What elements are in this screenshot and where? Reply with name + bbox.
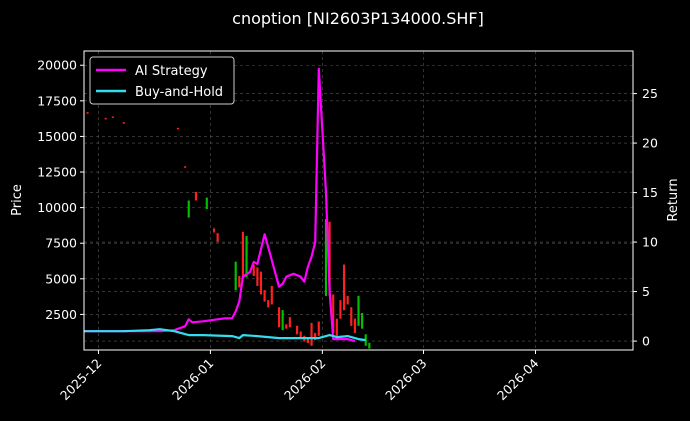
- candle-body: [335, 318, 338, 336]
- candle-body: [368, 342, 371, 349]
- candle-body: [342, 264, 346, 311]
- candle-body: [339, 300, 342, 319]
- legend-label-ai-strategy: AI Strategy: [135, 64, 208, 79]
- candle-body: [317, 321, 320, 336]
- candle-body: [281, 310, 284, 331]
- y-axis-right: 0 5 10 15 20 25: [633, 86, 658, 349]
- candle-body: [252, 264, 255, 276]
- chart-title: cnoption [NI2603P134000.SHF]: [232, 9, 484, 28]
- candle-body: [296, 325, 299, 335]
- candle-body: [288, 317, 291, 328]
- candle-body: [122, 122, 125, 124]
- candle-body: [212, 228, 216, 232]
- candle-body: [187, 200, 190, 218]
- y2-tick-label: 25: [642, 86, 658, 101]
- y2-tick-label: 20: [642, 136, 658, 151]
- candle-body: [285, 324, 288, 329]
- candle-body: [306, 338, 310, 343]
- candle-body: [310, 322, 313, 346]
- candle-body: [277, 307, 281, 328]
- candle-body: [184, 166, 187, 168]
- candle-body: [256, 267, 259, 286]
- candle-body: [234, 261, 237, 291]
- y2-tick-label: 0: [642, 334, 650, 349]
- candle-body: [205, 197, 208, 210]
- candle-body: [238, 275, 241, 288]
- candle-body: [194, 191, 198, 201]
- legend-label-buy-and-hold: Buy-and-Hold: [135, 85, 223, 100]
- candle-body: [216, 233, 219, 242]
- candle-body: [314, 332, 317, 341]
- y-tick-label: 15000: [37, 129, 77, 144]
- y-tick-label: 20000: [37, 58, 77, 73]
- y-tick-label: 12500: [37, 165, 77, 180]
- y2-tick-label: 5: [642, 284, 650, 299]
- y2-tick-label: 15: [642, 185, 658, 200]
- candle-body: [361, 312, 364, 329]
- legend: AI Strategy Buy-and-Hold: [89, 56, 235, 105]
- candle-body: [263, 290, 266, 302]
- candle-body: [346, 295, 349, 305]
- y-tick-label: 10000: [37, 200, 77, 215]
- y-tick-label: 7500: [45, 236, 77, 251]
- candles: [86, 59, 371, 349]
- candle-body: [324, 219, 328, 296]
- candle-body: [299, 331, 302, 339]
- candle-body: [267, 300, 270, 308]
- candle-body: [259, 271, 263, 295]
- candle-body: [245, 236, 248, 278]
- y-tick-label: 17500: [37, 93, 77, 108]
- y-tick-label: 2500: [45, 307, 77, 322]
- candle-body: [86, 112, 89, 114]
- series-lines: [84, 67, 366, 343]
- candle-body: [350, 307, 353, 326]
- candle-body: [111, 116, 114, 118]
- candle-body: [364, 334, 367, 346]
- candle-body: [104, 117, 107, 120]
- series-line-ai-strategy: [84, 67, 356, 343]
- y-axis-label: Price: [10, 184, 25, 216]
- candle-body: [332, 294, 335, 333]
- y2-tick-label: 10: [642, 235, 658, 250]
- candle-body: [357, 295, 360, 326]
- y2-axis-label: Return: [666, 178, 681, 221]
- candle-body: [328, 221, 331, 296]
- y-tick-label: 5000: [45, 271, 77, 286]
- candle-body: [241, 231, 245, 278]
- series-line-buy-and-hold: [84, 328, 366, 342]
- y-axis-left: 2500 5000 7500 10000 12500 15000 17500 20000: [37, 58, 84, 322]
- plot-frame: [83, 50, 634, 351]
- candle-body: [270, 285, 273, 305]
- candle-body: [353, 318, 356, 333]
- candle-body: [176, 127, 179, 130]
